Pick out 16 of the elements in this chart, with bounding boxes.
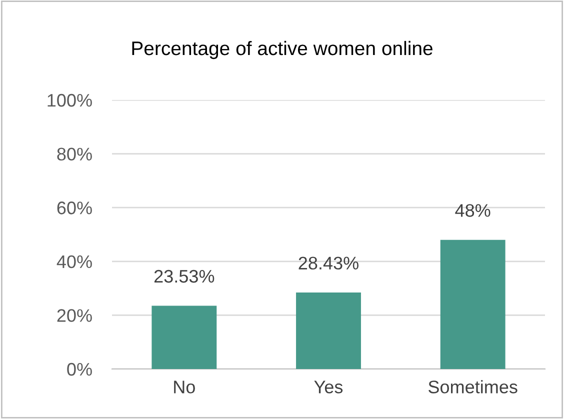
x-tick-label: Sometimes [428,380,518,394]
y-tick-label: 0% [67,362,92,376]
data-label: 23.53% [154,270,214,283]
data-label: 48% [455,204,490,217]
x-tick-label: No [174,380,195,394]
bar [296,292,361,369]
bar [152,306,217,369]
y-tick-label: 60% [57,202,92,214]
data-label: 28.43% [298,256,358,270]
y-tick-label: 100% [48,94,92,107]
y-tick-label: 80% [57,148,92,161]
y-tick-label: 40% [56,255,92,268]
bar [440,240,506,369]
chart-title: Percentage of active women online [132,40,432,60]
x-tick-label: Yes [314,380,343,394]
y-tick-label: 20% [57,309,92,322]
